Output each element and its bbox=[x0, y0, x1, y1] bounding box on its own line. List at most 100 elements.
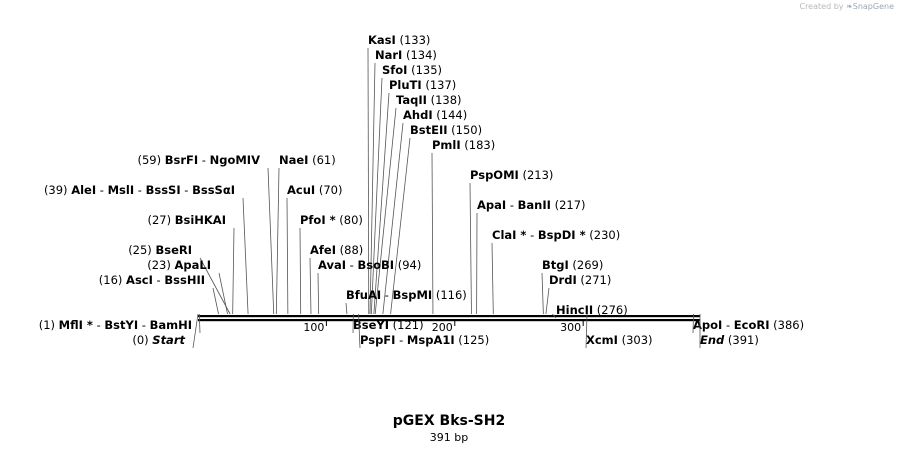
enzyme-name: BstEII bbox=[410, 123, 448, 137]
enzyme-name: End bbox=[700, 333, 725, 347]
enzyme-label: AhdI (144) bbox=[382, 108, 467, 315]
enzyme-name: ApoI bbox=[693, 318, 722, 332]
site-connector bbox=[309, 257, 312, 315]
enzyme-name: BspDI * bbox=[538, 228, 586, 242]
site-position: (1) bbox=[39, 318, 59, 332]
name-separator: - bbox=[346, 258, 357, 272]
site-connector bbox=[286, 197, 289, 315]
enzyme-label: (16) AscI - BssHII bbox=[99, 273, 219, 315]
svg-text:BseYI (121): BseYI (121) bbox=[353, 318, 424, 332]
svg-text:HincII (276): HincII (276) bbox=[556, 303, 628, 317]
enzyme-label: HincII (276) bbox=[552, 303, 628, 319]
enzyme-name: MflI * bbox=[59, 318, 93, 332]
site-position: (138) bbox=[427, 93, 462, 107]
plasmid-name: pGEX Bks-SH2 bbox=[392, 413, 506, 429]
svg-text:PspOMI (213): PspOMI (213) bbox=[470, 168, 553, 182]
enzyme-name: PluTI bbox=[389, 78, 422, 92]
svg-text:(25) BseRI: (25) BseRI bbox=[128, 243, 192, 257]
name-separator: - bbox=[93, 318, 104, 332]
enzyme-name: BanII bbox=[518, 198, 551, 212]
enzyme-name: ApaI bbox=[477, 198, 506, 212]
ruler-tick-label: 100 bbox=[303, 321, 324, 334]
name-separator: - bbox=[134, 183, 145, 197]
site-connector bbox=[198, 313, 201, 334]
site-position: (61) bbox=[308, 153, 335, 167]
site-position: (269) bbox=[569, 258, 604, 272]
enzyme-label: End (391) bbox=[699, 314, 759, 348]
enzyme-name: Start bbox=[152, 333, 185, 347]
ruler-tick-label: 200 bbox=[432, 321, 453, 334]
enzyme-label: (23) ApaLI bbox=[147, 258, 228, 315]
site-connector bbox=[552, 313, 557, 319]
site-position: (391) bbox=[724, 333, 759, 347]
site-position: (230) bbox=[586, 228, 621, 242]
sequence-line-bottom bbox=[198, 319, 700, 322]
svg-text:PmlI (183): PmlI (183) bbox=[432, 138, 495, 152]
enzyme-label: NaeI (61) bbox=[275, 153, 336, 315]
svg-text:(59) BsrFI - NgoMIV: (59) BsrFI - NgoMIV bbox=[137, 153, 260, 167]
svg-text:BfuAI - BspMI (116): BfuAI - BspMI (116) bbox=[346, 288, 467, 302]
site-position: (116) bbox=[432, 288, 467, 302]
enzyme-name: PfoI * bbox=[300, 213, 336, 227]
snapgene-logo-icon: ❧ bbox=[846, 2, 853, 11]
enzyme-name: PspFI bbox=[360, 333, 395, 347]
svg-text:(23) ApaLI: (23) ApaLI bbox=[147, 258, 211, 272]
svg-text:AhdI (144): AhdI (144) bbox=[403, 108, 467, 122]
enzyme-label: PfoI * (80) bbox=[299, 213, 363, 315]
enzyme-name: BssHII bbox=[164, 273, 205, 287]
name-separator: - bbox=[153, 273, 164, 287]
site-position: (39) bbox=[44, 183, 71, 197]
site-connector bbox=[491, 242, 494, 315]
enzyme-name: SfoI bbox=[382, 63, 407, 77]
enzyme-label: (27) BsiHKAI bbox=[147, 213, 235, 315]
site-position: (23) bbox=[147, 258, 174, 272]
enzyme-name: KasI bbox=[368, 33, 396, 47]
enzyme-label: ClaI * - BspDI * (230) bbox=[491, 228, 620, 315]
site-position: (125) bbox=[455, 333, 490, 347]
name-separator: - bbox=[96, 183, 107, 197]
enzyme-name: PspOMI bbox=[470, 168, 519, 182]
site-connector bbox=[545, 287, 550, 315]
enzyme-label: BseYI (121) bbox=[352, 313, 424, 334]
svg-text:NaeI (61): NaeI (61) bbox=[279, 153, 336, 167]
site-connector bbox=[317, 272, 320, 315]
enzyme-name: BstYI bbox=[104, 318, 138, 332]
site-connector bbox=[218, 272, 228, 315]
credit-prefix: Created by bbox=[799, 2, 844, 11]
enzyme-name: EcoRI bbox=[734, 318, 770, 332]
enzyme-name: MslI bbox=[108, 183, 135, 197]
svg-text:KasI (133): KasI (133) bbox=[368, 33, 430, 47]
enzyme-label: AcuI (70) bbox=[286, 183, 342, 315]
site-position: (303) bbox=[618, 333, 653, 347]
svg-text:ClaI * - BspDI * (230): ClaI * - BspDI * (230) bbox=[492, 228, 620, 242]
enzyme-name: BssSαI bbox=[192, 183, 235, 197]
enzyme-label: XcmI (303) bbox=[585, 313, 653, 349]
enzyme-name: ClaI * bbox=[492, 228, 526, 242]
site-position: (121) bbox=[389, 318, 424, 332]
enzyme-name: BfuAI bbox=[346, 288, 381, 302]
site-connector bbox=[242, 197, 249, 315]
enzyme-name: BspMI bbox=[393, 288, 433, 302]
enzyme-name: MspA1I bbox=[407, 333, 455, 347]
site-position: (386) bbox=[770, 318, 805, 332]
site-position: (25) bbox=[128, 243, 155, 257]
enzyme-label: (0) Start bbox=[132, 313, 199, 349]
svg-text:(39) AleI - MslI - BssSI: (39) AleI - MslI - BssSI - BssSαI bbox=[44, 183, 235, 197]
enzyme-label: AfeI (88) bbox=[309, 243, 363, 315]
enzyme-name: BsrFI bbox=[165, 153, 198, 167]
name-separator: - bbox=[138, 318, 149, 332]
site-position: (94) bbox=[394, 258, 421, 272]
site-position: (0) bbox=[132, 333, 152, 347]
site-position: (135) bbox=[407, 63, 442, 77]
plasmid-size: 391 bp bbox=[429, 431, 469, 444]
site-position: (134) bbox=[402, 48, 437, 62]
name-separator: - bbox=[506, 198, 517, 212]
enzyme-name: TaqII bbox=[396, 93, 427, 107]
enzyme-label: TaqII (138) bbox=[374, 93, 462, 315]
enzyme-label: NarI (134) bbox=[369, 48, 437, 315]
enzyme-label: BtgI (269) bbox=[541, 258, 604, 315]
site-connector bbox=[358, 313, 361, 349]
enzyme-name: AhdI bbox=[403, 108, 433, 122]
name-separator: - bbox=[722, 318, 733, 332]
enzyme-label: AvaI - BsoBI (94) bbox=[317, 258, 421, 315]
